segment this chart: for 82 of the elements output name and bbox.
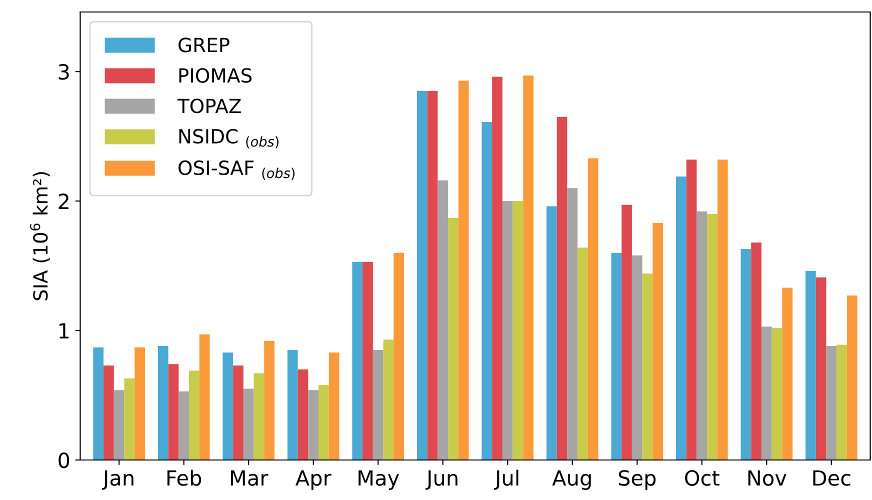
bar bbox=[328, 352, 340, 460]
bar bbox=[416, 90, 428, 460]
x-tick-label: Jul bbox=[494, 470, 518, 490]
legend-label: TOPAZ bbox=[177, 98, 241, 114]
bar bbox=[93, 347, 104, 460]
y-tick-label: 3 bbox=[58, 64, 69, 80]
bar bbox=[264, 340, 274, 460]
bar bbox=[816, 277, 826, 460]
x-tick-label: Nov bbox=[748, 470, 786, 486]
bar bbox=[104, 365, 114, 460]
bar bbox=[189, 370, 200, 460]
bar bbox=[696, 211, 708, 460]
bar bbox=[318, 384, 329, 460]
bar bbox=[178, 391, 190, 460]
bar bbox=[512, 201, 524, 460]
bar bbox=[254, 373, 264, 460]
bar bbox=[298, 369, 308, 460]
bar bbox=[761, 326, 772, 460]
bar bbox=[782, 288, 793, 460]
bar bbox=[233, 365, 244, 460]
y-tick-label: 2 bbox=[58, 193, 68, 209]
bar bbox=[287, 350, 298, 460]
bar bbox=[362, 262, 373, 460]
y-tick-label: 1 bbox=[60, 323, 69, 338]
bar bbox=[308, 390, 319, 460]
y-tick-label: 0 bbox=[58, 452, 70, 468]
x-tick-label: Apr bbox=[295, 470, 332, 490]
bar bbox=[546, 206, 557, 460]
y-axis-title: SIA (10$^{6}$ km²) bbox=[30, 172, 50, 300]
bar bbox=[124, 378, 135, 460]
x-tick-label: Mar bbox=[230, 470, 268, 486]
bar bbox=[846, 296, 858, 460]
x-tick-label: Jan bbox=[102, 470, 134, 490]
bar bbox=[492, 76, 502, 460]
bar bbox=[114, 390, 124, 460]
bar bbox=[427, 90, 438, 460]
x-tick-label: Feb bbox=[167, 470, 202, 486]
bar bbox=[622, 204, 632, 460]
legend-label: NSIDC $_{(obs)}$ bbox=[179, 128, 278, 148]
bar bbox=[352, 262, 363, 460]
bar bbox=[632, 255, 642, 460]
bar bbox=[740, 248, 752, 460]
bar bbox=[168, 364, 179, 460]
legend-label: GREP bbox=[178, 38, 230, 52]
bar bbox=[372, 350, 384, 460]
bar bbox=[676, 176, 686, 460]
bar bbox=[448, 218, 458, 460]
x-tick-label: Sep bbox=[618, 470, 656, 490]
x-tick-label: Aug bbox=[552, 470, 591, 490]
x-tick-label: May bbox=[358, 470, 400, 490]
bar bbox=[567, 188, 578, 460]
bar bbox=[686, 160, 697, 460]
bar bbox=[806, 270, 816, 460]
bar bbox=[199, 334, 210, 460]
bar bbox=[826, 346, 837, 460]
x-tick-label: Jun bbox=[426, 470, 458, 490]
bar bbox=[588, 158, 598, 460]
legend-label: OSI-SAF $_{(obs)}$ bbox=[178, 160, 295, 180]
bar bbox=[158, 346, 168, 460]
bar bbox=[772, 328, 782, 460]
bar bbox=[717, 160, 728, 460]
x-tick-label: Oct bbox=[685, 470, 720, 486]
legend-label: PIOMAS bbox=[179, 68, 252, 83]
bar bbox=[556, 116, 568, 460]
x-tick-label: Dec bbox=[813, 470, 850, 486]
bar bbox=[134, 347, 145, 460]
bar bbox=[642, 274, 653, 460]
bar bbox=[707, 214, 718, 460]
bar bbox=[383, 340, 394, 460]
bar bbox=[611, 252, 622, 460]
bar bbox=[751, 242, 762, 460]
bar bbox=[502, 201, 513, 460]
bar bbox=[523, 75, 534, 460]
bar bbox=[482, 122, 492, 460]
bar bbox=[438, 180, 448, 460]
bar bbox=[222, 352, 234, 460]
bar bbox=[458, 80, 469, 460]
bar bbox=[652, 223, 664, 460]
bar bbox=[243, 388, 254, 460]
bar bbox=[836, 344, 847, 460]
bar bbox=[394, 252, 404, 460]
bar bbox=[578, 248, 588, 460]
